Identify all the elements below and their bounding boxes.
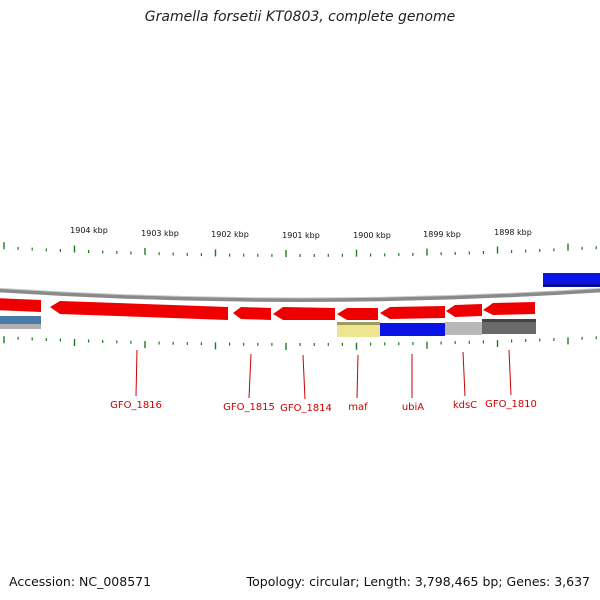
feature-light-gray bbox=[445, 322, 482, 335]
feature-yellow bbox=[337, 324, 380, 337]
connector bbox=[135, 349, 138, 397]
ruler-label: 1898 kbp bbox=[494, 228, 532, 237]
ruler-labels: 1904 kbp 1903 kbp 1902 kbp 1901 kbp 1900… bbox=[70, 226, 532, 240]
gene-arrow-GFO_1816 bbox=[50, 301, 228, 320]
ruler-ticks-top bbox=[3, 242, 597, 257]
gene-label-connectors bbox=[135, 349, 512, 400]
ruler-label: 1903 kbp bbox=[141, 229, 179, 238]
gene-label-maf: maf bbox=[348, 402, 368, 413]
gene-label-ubiA: ubiA bbox=[402, 402, 424, 413]
gene-arrow-GFO_1815 bbox=[233, 307, 271, 320]
connector bbox=[508, 349, 512, 396]
genome-title: Gramella forsetii KT0803, complete genom… bbox=[144, 9, 456, 25]
feature-dark-gray bbox=[482, 321, 536, 334]
gene-label-kdsC: kdsC bbox=[453, 400, 477, 411]
ruler-ticks-bottom bbox=[3, 336, 597, 350]
feature-blue-upper-shadow bbox=[543, 284, 600, 287]
gene-label-GFO_1816: GFO_1816 bbox=[110, 400, 162, 411]
accession-text: Accession: NC_008571 bbox=[9, 574, 152, 589]
gene-label-GFO_1815: GFO_1815 bbox=[223, 402, 275, 413]
gene-arrow-maf bbox=[337, 308, 378, 320]
gene-arrow-ubiA bbox=[380, 306, 445, 319]
feature-steel-blue bbox=[0, 316, 41, 325]
feature-yellow-top bbox=[337, 322, 380, 325]
ruler-label: 1904 kbp bbox=[70, 226, 108, 235]
feature-blue bbox=[380, 323, 445, 336]
gene-arrow-GFO_1814 bbox=[273, 307, 335, 320]
gene-arrow-GFO_1810 bbox=[483, 302, 535, 315]
feature-steel-blue-shadow bbox=[0, 324, 41, 329]
genome-backbone bbox=[0, 288, 600, 302]
gene-arrow bbox=[0, 298, 41, 312]
ruler-label: 1900 kbp bbox=[353, 231, 391, 240]
gene-arrow-kdsC bbox=[446, 304, 482, 317]
genome-summary-text: Topology: circular; Length: 3,798,465 bp… bbox=[246, 574, 590, 589]
connector bbox=[302, 354, 306, 400]
gene-arrows bbox=[0, 298, 535, 320]
genome-backbone-highlight bbox=[0, 287, 600, 299]
feature-dark-gray-top bbox=[482, 319, 536, 322]
gene-label-GFO_1810: GFO_1810 bbox=[485, 399, 537, 410]
feature-blue-upper bbox=[543, 273, 600, 286]
connector bbox=[462, 351, 466, 397]
connector bbox=[248, 353, 252, 399]
ruler-label: 1901 kbp bbox=[282, 231, 320, 240]
feature-track-lower bbox=[0, 316, 536, 337]
gene-labels: GFO_1816 GFO_1815 GFO_1814 maf ubiA kdsC… bbox=[110, 399, 537, 414]
gene-label-GFO_1814: GFO_1814 bbox=[280, 403, 332, 414]
connector bbox=[356, 354, 359, 399]
ruler-label: 1902 kbp bbox=[211, 230, 249, 239]
ruler-label: 1899 kbp bbox=[423, 230, 461, 239]
